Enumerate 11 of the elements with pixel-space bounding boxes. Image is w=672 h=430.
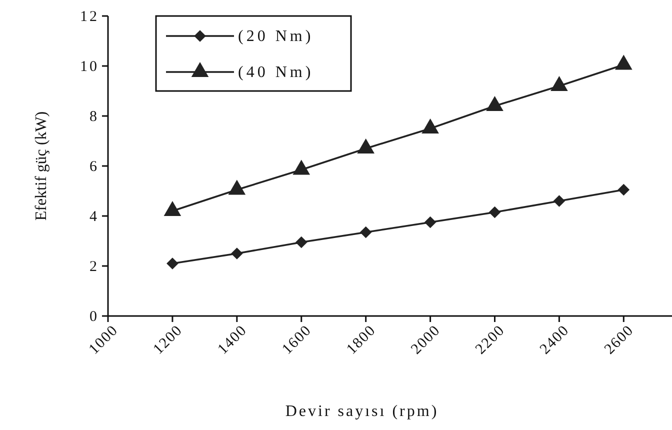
y-tick-label: 2 (90, 258, 99, 275)
legend-label: (40 Nm) (238, 64, 314, 81)
y-tick-label: 4 (90, 208, 99, 225)
y-tick-label: 10 (80, 58, 99, 75)
y-tick-label: 6 (90, 158, 99, 175)
y-tick-label: 8 (90, 108, 99, 125)
legend-label: (20 Nm) (238, 28, 314, 45)
y-tick-label: 12 (80, 8, 99, 25)
y-tick-label: 0 (90, 308, 99, 325)
y-axis-title: Efektif güç (kW) (33, 111, 50, 221)
x-axis-title: Devir sayısı (rpm) (285, 403, 439, 420)
